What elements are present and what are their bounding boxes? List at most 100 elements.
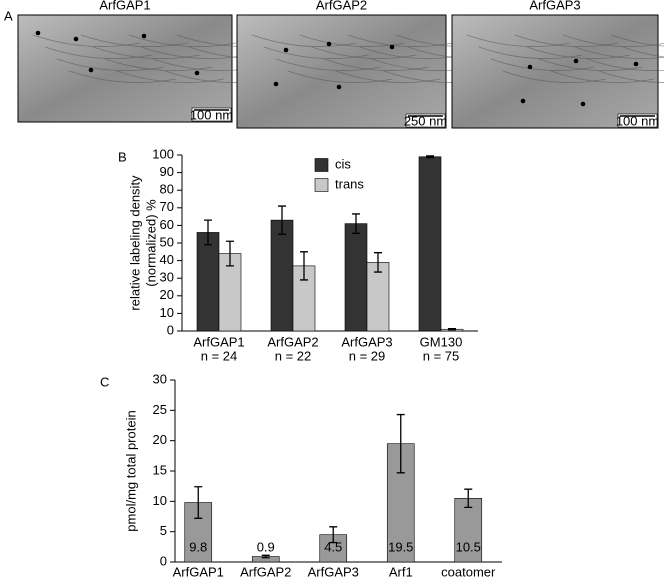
error-bar [300, 251, 308, 281]
error-bar [261, 554, 270, 559]
gold-particle [194, 70, 200, 76]
legend-label: trans [335, 176, 364, 191]
gold-particle [520, 98, 526, 104]
data-label: 0.9 [257, 539, 275, 554]
panel-label: B [118, 149, 127, 164]
x-tick-label: coatomer [441, 564, 496, 579]
y-tick-label: 10 [153, 493, 167, 508]
membrane [311, 46, 417, 59]
gold-particle [283, 47, 289, 53]
error-bar [464, 488, 473, 509]
micrograph [451, 14, 659, 129]
y-tick-label: 10 [160, 305, 174, 320]
y-tick-label: 70 [160, 199, 174, 214]
membrane [550, 70, 655, 83]
error-bar [426, 155, 434, 159]
membrane [526, 46, 631, 59]
y-tick-label: 60 [160, 217, 174, 232]
y-tick-label: 0 [167, 322, 174, 337]
legend-swatch [314, 158, 329, 172]
membrane [466, 34, 571, 47]
bar [454, 497, 483, 563]
x-tick-label: ArfGAP2 [267, 334, 318, 349]
error-bar [352, 213, 360, 234]
y-tick-label: 80 [160, 182, 174, 197]
y-tick-label: 0 [160, 553, 167, 568]
x-tick-label: ArfGAP3 [341, 334, 392, 349]
y-axis-label: relative labeling density [127, 175, 142, 311]
y-tick-label: 100 [152, 146, 174, 161]
y-axis-label: pmol/mg total protein [123, 410, 138, 531]
y-tick-label: 90 [160, 164, 174, 179]
sample-size: n = 29 [349, 348, 386, 363]
y-tick-label: 30 [153, 371, 167, 386]
scale-box [191, 107, 232, 122]
gold-particle [389, 44, 395, 50]
gold-particle [73, 36, 79, 42]
micrograph [236, 14, 447, 129]
y-tick-label: 15 [153, 462, 167, 477]
data-label: 10.5 [456, 539, 481, 554]
bar [270, 219, 294, 332]
membrane [68, 70, 177, 83]
membrane [299, 34, 405, 47]
legend-swatch [314, 178, 329, 192]
membrane [478, 46, 583, 59]
membrane [275, 58, 381, 71]
error-bar [226, 240, 234, 267]
gold-particle [580, 101, 586, 107]
scale-box [617, 113, 658, 128]
membrane [574, 46, 664, 59]
y-tick-label: 40 [160, 252, 174, 267]
error-bar [374, 252, 382, 273]
membrane [538, 58, 643, 71]
y-tick-label: 20 [153, 432, 167, 447]
membrane [80, 34, 189, 47]
gold-particle [336, 84, 342, 90]
data-label: 4.5 [324, 539, 342, 554]
scale-label: 100 nm [616, 113, 659, 128]
membrane [502, 70, 607, 83]
gold-particle [141, 33, 147, 39]
x-tick-label: GM130 [420, 334, 463, 349]
gold-particle [273, 81, 279, 87]
scale-label: 100 nm [190, 107, 233, 122]
membrane [251, 34, 357, 47]
sample-size: n = 22 [275, 348, 312, 363]
membrane [104, 58, 213, 71]
x-tick-label: Arf1 [389, 564, 413, 579]
error-bar [194, 486, 203, 519]
gold-particle [326, 41, 332, 47]
gold-particle [573, 58, 579, 64]
error-bar [329, 526, 338, 544]
y-axis-label: (normalized) % [143, 199, 158, 287]
data-label: 9.8 [189, 539, 207, 554]
error-bar [204, 219, 212, 246]
bar [386, 443, 415, 563]
membrane [622, 46, 664, 58]
sample-size: n = 75 [423, 348, 460, 363]
error-bar [448, 328, 456, 331]
membrane [44, 46, 153, 59]
membrane [347, 34, 453, 47]
membrane [128, 34, 237, 47]
y-tick-label: 30 [160, 270, 174, 285]
x-tick-label: ArfGAP1 [193, 334, 244, 349]
image-title: ArfGAP2 [316, 0, 367, 12]
membrane [490, 58, 595, 71]
image-title: ArfGAP1 [99, 0, 150, 12]
y-tick-label: 50 [160, 234, 174, 249]
x-tick-label: ArfGAP1 [173, 564, 224, 579]
membrane [514, 34, 619, 47]
x-tick-label: ArfGAP2 [240, 564, 291, 579]
y-tick-label: 20 [160, 287, 174, 302]
y-tick-label: 25 [153, 402, 167, 417]
membrane [323, 58, 429, 71]
scale-box [405, 113, 446, 128]
gold-particle [35, 30, 41, 36]
bar [344, 223, 368, 332]
membrane [56, 58, 165, 71]
legend-label: cis [335, 156, 351, 171]
